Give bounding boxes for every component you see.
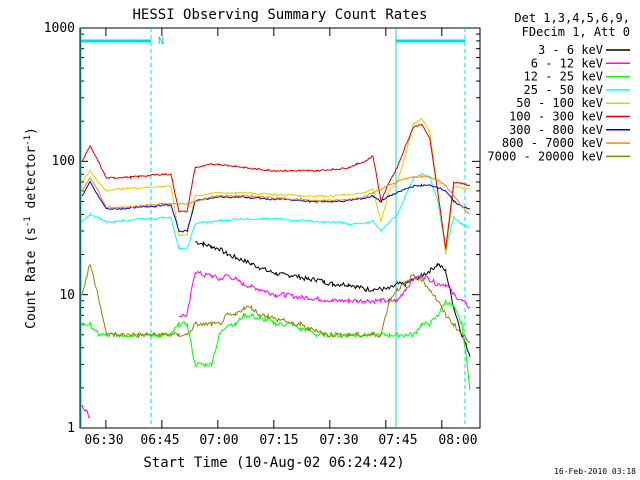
chart-title: HESSI Observing Summary Count Rates [132,7,427,23]
series-line-6 [81,123,471,250]
x-tick-label-0730: 07:30 [319,433,358,448]
plot-frame [79,27,481,429]
legend-label-7: 300 - 800 keV [509,123,603,137]
legend-header-1: Det 1,3,4,5,6,9, [514,11,630,25]
series-line-5 [81,117,471,255]
legend-label-8: 800 - 7000 keV [502,136,603,150]
y-axis-label-part3: ) [24,127,39,135]
series-line-8 [81,175,471,215]
x-tick-label-0745: 07:45 [378,433,417,448]
series-lines [81,117,471,419]
time-markers [80,28,466,428]
series-line-3 [81,299,471,391]
series-line-9 [81,264,471,343]
legend-label-4: 25 - 50 keV [524,83,603,97]
timestamp: 16-Feb-2010 03:18 [554,467,636,476]
x-axis-label: Start Time (10-Aug-02 06:24:42) [143,455,404,471]
series-line-1 [195,240,471,357]
legend: Det 1,3,4,5,6,9, FDecim 1, Att 0 3 - 6 k… [487,11,630,163]
y-tick-label-100: 100 [52,154,75,169]
y-axis-label-part1: Count Rate (s [24,227,39,329]
y-axis-label-sup1: -1 [23,216,33,227]
x-tick-label-0645: 06:45 [140,433,179,448]
x-tick-label-0715: 07:15 [259,433,298,448]
series-line-7 [81,180,470,233]
x-tick-label-0700: 07:00 [199,433,238,448]
legend-label-5: 50 - 100 keV [516,96,603,110]
legend-label-6: 100 - 300 keV [509,110,603,124]
x-tick-label-0800: 08:00 [438,433,477,448]
series-line-2 [81,270,471,419]
y-tick-label-1: 1 [67,421,75,436]
y-tick-label-10: 10 [59,288,75,303]
legend-label-1: 3 - 6 keV [538,43,603,57]
legend-header-2: FDecim 1, Att 0 [522,25,630,39]
legend-label-9: 7000 - 20000 keV [487,149,603,163]
x-tick-label-0630: 06:30 [84,433,123,448]
axis-ticks [80,28,480,429]
n-marker-label: N [158,36,164,47]
legend-label-3: 12 - 25 keV [524,70,603,84]
y-axis-label-sup2: -1 [23,135,33,146]
y-tick-label-1000: 1000 [44,21,75,36]
y-axis-label: Count Rate (s-1 detector-1) [23,127,39,329]
y-axis-label-part2: detector [24,146,39,217]
legend-label-2: 6 - 12 keV [531,56,603,70]
series-line-4 [81,173,471,251]
